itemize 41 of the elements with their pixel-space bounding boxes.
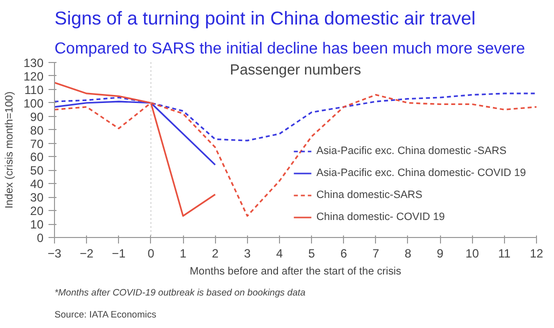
y-tick-label: 120 — [23, 69, 44, 84]
y-tick-label: 100 — [23, 96, 44, 110]
legend-label: Asia-Pacific exc. China domestic -SARS — [316, 145, 506, 157]
legend-label: China domestic- COVID 19 — [316, 211, 445, 223]
y-tick-label: 10 — [30, 218, 44, 232]
y-tick-label: 70 — [30, 136, 44, 151]
y-tick-label: 30 — [30, 190, 44, 205]
y-tick-label: 90 — [30, 110, 44, 124]
y-tick-label: 130 — [23, 56, 44, 70]
y-tick-label: 60 — [30, 150, 44, 164]
y-axis-title: Index (crisis month=100) — [3, 92, 16, 208]
y-tick-label: 110 — [24, 82, 44, 97]
x-tick-label: 7 — [372, 246, 380, 260]
y-tick-label: 0 — [36, 231, 44, 245]
y-tick-label: 80 — [30, 123, 44, 138]
y-tick-label: 40 — [30, 177, 44, 192]
x-tick-label: 8 — [404, 246, 412, 260]
x-tick-label: 2 — [212, 246, 219, 260]
legend-label: China domestic-SARS — [316, 189, 422, 201]
chart-title: Signs of a turning point in China domestic air travel — [54, 8, 476, 28]
chart-subtitle: Compared to SARS the initial decline has been much more severe — [54, 40, 526, 58]
x-tick-label: 11 — [498, 246, 511, 260]
y-tick-label: 20 — [30, 204, 44, 218]
text: *Months after COVID-19 outbreak is based on bookings data — [54, 288, 306, 298]
x-tick-label: 6 — [340, 246, 348, 260]
x-tick-label: −2 — [80, 246, 94, 260]
x-tick-label: 3 — [244, 246, 251, 260]
legend-label: Asia-Pacific exc. China domestic- COVID 19 — [316, 167, 526, 179]
x-tick-label: 4 — [276, 246, 284, 260]
annotation: Passenger numbers — [230, 62, 362, 79]
y-tick-label: 50 — [30, 164, 44, 178]
x-tick-label: −1 — [112, 246, 126, 260]
x-axis-title: Months before and after the start of the crisis — [190, 266, 402, 278]
x-tick-label: 1 — [180, 246, 187, 260]
x-tick-label: 0 — [148, 246, 155, 260]
x-tick-label: −3 — [48, 246, 62, 260]
x-tick-label: 5 — [308, 246, 316, 260]
x-tick-label: 9 — [436, 246, 444, 260]
x-tick-label: 10 — [466, 246, 480, 260]
source-note: Source: IATA Economics — [54, 310, 157, 320]
x-tick-label: 12 — [530, 246, 544, 260]
